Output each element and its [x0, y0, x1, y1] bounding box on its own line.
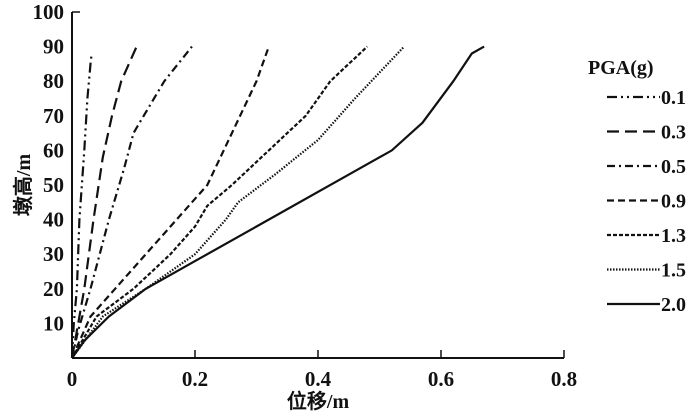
legend-label: 2.0: [661, 294, 686, 316]
legend-label: 1.5: [661, 260, 686, 282]
legend-label: 0.1: [661, 87, 686, 109]
y-tick-label: 90: [43, 35, 64, 59]
legend-title: PGA(g): [588, 57, 654, 79]
y-tick-label: 60: [43, 138, 64, 162]
y-tick-label: 20: [43, 277, 64, 301]
series-line-1-3: [71, 45, 368, 359]
y-axis-label: 墩高/m: [11, 154, 35, 217]
x-tick-label: 0.6: [428, 367, 454, 391]
series-line-0-9: [70, 46, 270, 359]
y-tick-label: 10: [43, 311, 64, 335]
legend-label: 0.3: [661, 122, 686, 144]
series-line-0-3: [70, 46, 138, 359]
x-tick-label: 0.8: [551, 367, 577, 391]
y-tick-label: 50: [43, 173, 64, 197]
x-tick-label: 0.2: [182, 367, 208, 391]
y-tick-label: 100: [33, 0, 65, 24]
series-group: [70, 45, 485, 359]
y-tick-label: 80: [43, 69, 64, 93]
legend: PGA(g) 0.1 0.3 0.5 0.9 1.3 1.5 2.0: [588, 57, 686, 316]
y-tick-label: 30: [43, 242, 64, 266]
series-line-0-1: [70, 53, 93, 359]
legend-label: 0.9: [661, 191, 686, 213]
legend-label: 0.5: [661, 156, 686, 178]
axes: 0 0.2 0.4 0.6 0.8 10 20 30 40 50 60 70 80 90 100: [33, 0, 578, 391]
x-tick-label: 0: [67, 367, 78, 391]
y-tick-label: 70: [43, 104, 64, 128]
legend-label: 1.3: [661, 225, 686, 247]
series-line-1-5: [71, 45, 405, 359]
y-tick-label: 40: [43, 208, 64, 232]
x-tick-label: 0.4: [305, 367, 332, 391]
series-line-0-5: [70, 45, 193, 359]
x-axis-label: 位移/m: [287, 389, 350, 413]
series-line-2-0: [71, 45, 485, 359]
